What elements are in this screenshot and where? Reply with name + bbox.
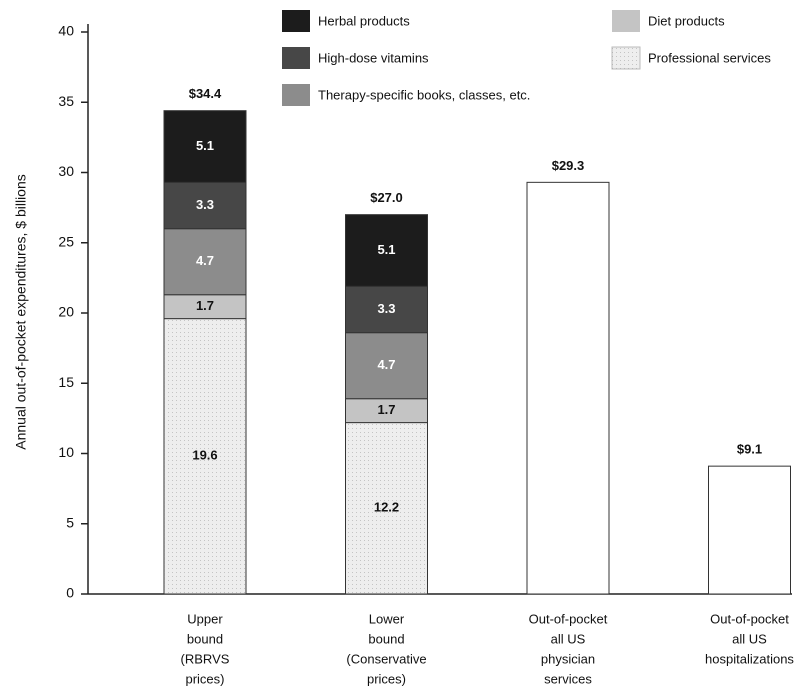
x-tick-label: bound [187, 631, 223, 646]
total-label: $27.0 [370, 190, 403, 205]
bar-segment [708, 465, 791, 595]
y-tick-label: 5 [66, 514, 74, 530]
total-label: $9.1 [737, 442, 762, 457]
x-tick-label: (RBRVS [181, 651, 230, 666]
segment-label: 5.1 [377, 242, 395, 257]
x-tick-label: (Conservative [346, 651, 426, 666]
segment-label: 5.1 [196, 138, 214, 153]
bar-segment [345, 214, 428, 287]
segment-label: 12.2 [374, 500, 399, 515]
legend-swatch [282, 84, 310, 106]
bar-segment [345, 332, 428, 400]
y-tick-label: 0 [66, 585, 74, 601]
y-tick-label: 20 [58, 304, 74, 320]
y-tick-label: 10 [58, 444, 74, 460]
legend-label: High-dose vitamins [318, 50, 429, 65]
legend-texture [612, 47, 640, 69]
bar-segment [526, 181, 610, 595]
x-tick-label: all US [732, 631, 767, 646]
bar-segment [345, 285, 428, 334]
x-tick-label: prices) [367, 671, 406, 686]
x-tick-label: Out-of-pocket [529, 611, 608, 626]
segment-label: 4.7 [377, 357, 395, 372]
legend-label: Therapy-specific books, classes, etc. [318, 87, 530, 102]
x-tick-label: physician [541, 651, 595, 666]
x-tick-label: bound [368, 631, 404, 646]
legend-label: Professional services [648, 50, 771, 65]
bar-texture [345, 422, 428, 594]
legend-label: Herbal products [318, 13, 410, 28]
bar-segment [163, 110, 247, 183]
x-tick-label: services [544, 671, 592, 686]
segment-label: 4.7 [196, 253, 214, 268]
bar-segment [163, 228, 247, 296]
legend-label: Diet products [648, 13, 725, 28]
x-tick-label: prices) [185, 671, 224, 686]
segment-label: 3.3 [377, 301, 395, 316]
legend-swatch [282, 47, 310, 69]
segment-label: 19.6 [192, 448, 217, 463]
segment-label: 1.7 [196, 298, 214, 313]
segment-label: 1.7 [377, 402, 395, 417]
legend-swatch [282, 10, 310, 32]
segment-label: 3.3 [196, 197, 214, 212]
x-tick-label: Lower [369, 611, 405, 626]
bar-texture [164, 318, 246, 594]
x-tick-label: all US [551, 631, 586, 646]
legend-swatch [612, 10, 640, 32]
total-label: $34.4 [189, 86, 222, 101]
bar-segment [163, 181, 247, 230]
y-axis-label: Annual out-of-pocket expenditures, $ bil… [13, 174, 29, 450]
y-tick-label: 25 [58, 233, 74, 249]
y-tick-label: 40 [58, 23, 74, 39]
y-tick-label: 15 [58, 374, 74, 390]
total-label: $29.3 [552, 158, 585, 173]
y-tick-label: 35 [58, 93, 74, 109]
x-tick-label: Upper [187, 611, 223, 626]
x-tick-label: hospitalizations [705, 651, 794, 666]
y-tick-label: 30 [58, 163, 74, 179]
x-tick-label: Out-of-pocket [710, 611, 789, 626]
